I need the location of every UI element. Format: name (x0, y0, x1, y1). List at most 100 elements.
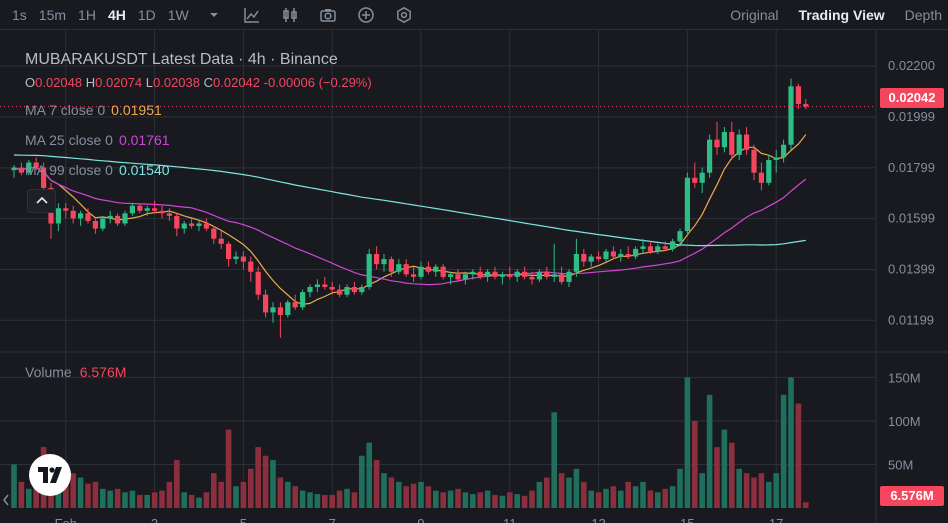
volume-bar (521, 495, 528, 508)
ma-line-25 (13, 167, 807, 286)
volume-bar (11, 464, 17, 508)
volume-bar (211, 473, 217, 508)
axes: 0.02200 0.01999 0.01799 0.01599 0.01399 0.011… (0, 58, 935, 523)
volume-bar (174, 460, 180, 508)
candle-body (63, 208, 69, 211)
volume-bar (129, 490, 136, 508)
volume-bar (285, 481, 291, 508)
chevron-left-icon (3, 494, 9, 506)
timeframe-1d[interactable]: 1D (137, 6, 156, 23)
candle-body (477, 271, 483, 277)
volume-bar (410, 483, 417, 508)
candle-body (152, 208, 158, 211)
timeframe-1h[interactable]: 1H (78, 6, 96, 23)
candle-body (803, 104, 809, 107)
volume-bar (70, 473, 76, 508)
indicator-icon[interactable] (243, 6, 261, 24)
volume-bar (692, 420, 698, 508)
chart-title: MUBARAKUSDT Latest Data · 4h · Binance (25, 51, 338, 68)
candle-body (714, 139, 720, 148)
candle-body (670, 241, 676, 249)
price-tick-label: 0.01399 (888, 261, 935, 276)
candle-body (196, 223, 202, 227)
timeframe-1s[interactable]: 1s (12, 6, 27, 23)
candle-body (403, 264, 409, 275)
candle-body (677, 231, 683, 242)
candle-body (240, 256, 246, 262)
candle-body (758, 172, 764, 183)
volume-bar (514, 494, 520, 508)
volume-bar (18, 481, 25, 508)
timeframe-4h[interactable]: 4H (107, 6, 126, 23)
ma99-value: 0.01540 (118, 162, 170, 178)
candle-body (788, 86, 794, 145)
volume-bar (262, 455, 269, 508)
volume-bar (455, 488, 461, 508)
candle-body (692, 177, 698, 183)
candle-body (610, 251, 616, 257)
close-label: C (203, 75, 214, 90)
candle-body (729, 132, 735, 155)
price-tick-label: 0.01599 (888, 211, 935, 226)
candle-body (329, 287, 335, 290)
timeframe-1w[interactable]: 1W (167, 6, 189, 23)
candle-body (92, 220, 98, 229)
candle-body (499, 274, 505, 277)
candle-body (751, 149, 757, 173)
scroll-left-button[interactable] (0, 490, 12, 510)
candle-body (277, 307, 283, 315)
volume-bar (632, 486, 639, 508)
candle-body (314, 284, 320, 288)
candle-body (263, 294, 269, 313)
view-original[interactable]: Original (730, 7, 779, 23)
candle-body (529, 276, 535, 280)
volume-bar (359, 455, 365, 508)
volume-bar (684, 377, 691, 508)
candle-body (566, 271, 572, 282)
chevron-down-icon[interactable] (205, 6, 223, 24)
candle-body (455, 274, 461, 280)
plus-circle-icon[interactable] (357, 6, 375, 24)
candle-body (418, 266, 424, 277)
volume-bar (647, 490, 654, 508)
settings-icon[interactable] (395, 6, 413, 24)
candle-body (33, 162, 39, 168)
candle-body (174, 215, 180, 229)
volume-bar (729, 442, 735, 508)
volume-bar (447, 490, 454, 508)
time-tick-label: Feb (55, 516, 77, 523)
candle-body (144, 208, 150, 211)
view-depth[interactable]: Depth (904, 7, 942, 23)
candle-body (85, 213, 91, 221)
candle-body (218, 238, 224, 244)
ma7-value: 0.01951 (111, 102, 162, 118)
view-switcher: Original Trading View Depth (730, 0, 948, 30)
volume-bar (314, 494, 321, 508)
camera-icon[interactable] (319, 6, 337, 24)
candle-type-icon[interactable] (281, 6, 299, 24)
volume-bar (440, 492, 446, 508)
candle-body (226, 243, 232, 260)
candle-body (122, 213, 128, 224)
timeframe-15m[interactable]: 15m (38, 6, 67, 23)
volume-bar (721, 429, 728, 508)
view-trading-view[interactable]: Trading View (798, 7, 885, 23)
high-label: H (85, 75, 96, 90)
candle-body (166, 213, 172, 216)
candle-body (55, 208, 61, 224)
volume-bar (100, 488, 106, 508)
legend-collapse-button[interactable] (27, 189, 56, 213)
volume-bar (743, 473, 750, 508)
candle-body (492, 271, 498, 277)
candle-body (544, 271, 550, 277)
volume-bar (699, 473, 705, 508)
volume-bar (470, 494, 476, 508)
last-price-tag: 0.02042 (880, 88, 944, 108)
tradingview-logo[interactable] (29, 454, 71, 496)
candle-body (662, 246, 668, 249)
volume-bar (188, 494, 195, 508)
volume-bar (625, 481, 631, 508)
ma99-legend: MA 99 close 0 0.01540 (25, 162, 170, 178)
ma7-legend: MA 7 close 0 0.01951 (25, 102, 162, 118)
volume-bar (536, 481, 543, 508)
